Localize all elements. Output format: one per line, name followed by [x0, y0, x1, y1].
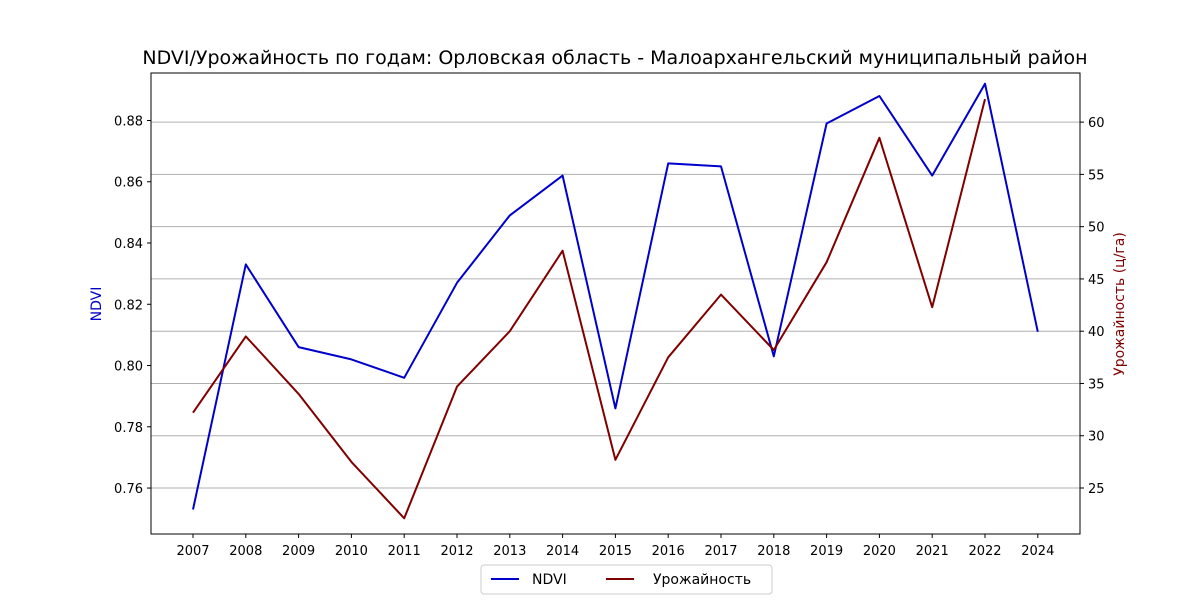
x-tick-label: 2020 [863, 544, 896, 559]
y-right-tick-label: 55 [1088, 168, 1105, 183]
x-tick-label: 2019 [810, 544, 843, 559]
y-left-tick-label: 0.88 [114, 114, 143, 129]
x-tick-label: 2024 [1021, 544, 1054, 559]
x-tick-label: 2017 [704, 544, 737, 559]
x-tick-label: 2013 [493, 544, 526, 559]
legend-label-yield: Урожайность [653, 572, 751, 588]
y-right-tick-label: 35 [1088, 377, 1105, 392]
y-left-tick-label: 0.84 [114, 237, 143, 252]
y-right-tick-label: 50 [1088, 221, 1105, 236]
x-tick-label: 2021 [916, 544, 949, 559]
y-right-tick-label: 45 [1088, 273, 1105, 288]
x-axis: 2007 2008 2009 2010 2011 2012 2013 2014 2015 2016… [176, 534, 1054, 559]
y-left-tick-label: 0.86 [114, 176, 143, 191]
y-right-tick-label: 30 [1088, 430, 1105, 445]
series-line-ndvi [192, 82, 1039, 510]
x-tick-label: 2022 [968, 544, 1001, 559]
y-left-tick-label: 0.82 [114, 298, 143, 313]
chart-title: NDVI/Урожайность по годам: Орловская обл… [142, 47, 1087, 69]
legend: NDVI Урожайность [480, 564, 773, 595]
x-tick-label: 2008 [229, 544, 262, 559]
series-line-yield [192, 98, 986, 520]
x-tick-label: 2015 [599, 544, 632, 559]
y-right-tick-label: 40 [1088, 325, 1105, 340]
y-left-tick-label: 0.80 [114, 360, 143, 375]
y-axis-right-label: Урожайность (ц/га) [1112, 232, 1128, 376]
x-tick-label: 2012 [440, 544, 473, 559]
x-tick-label: 2011 [388, 544, 421, 559]
series-layer [192, 82, 1039, 520]
x-tick-label: 2009 [282, 544, 315, 559]
y-right-tick-label: 25 [1088, 482, 1105, 497]
y-right-tick-label: 60 [1088, 116, 1105, 131]
y-axis-left: 0.76 0.78 0.80 0.82 0.84 0.86 0.88 [114, 114, 151, 497]
x-tick-label: 2018 [757, 544, 790, 559]
x-tick-label: 2016 [652, 544, 685, 559]
x-tick-label: 2007 [176, 544, 209, 559]
legend-label-ndvi: NDVI [532, 572, 567, 588]
grid [151, 121, 1080, 489]
y-left-tick-label: 0.76 [114, 482, 143, 497]
y-axis-left-label: NDVI [89, 287, 105, 322]
y-axis-right: 25 30 35 40 45 50 55 60 [1080, 116, 1105, 497]
y-left-tick-label: 0.78 [114, 421, 143, 436]
x-tick-label: 2010 [335, 544, 368, 559]
plot-frame [150, 72, 1081, 535]
x-tick-label: 2014 [546, 544, 579, 559]
